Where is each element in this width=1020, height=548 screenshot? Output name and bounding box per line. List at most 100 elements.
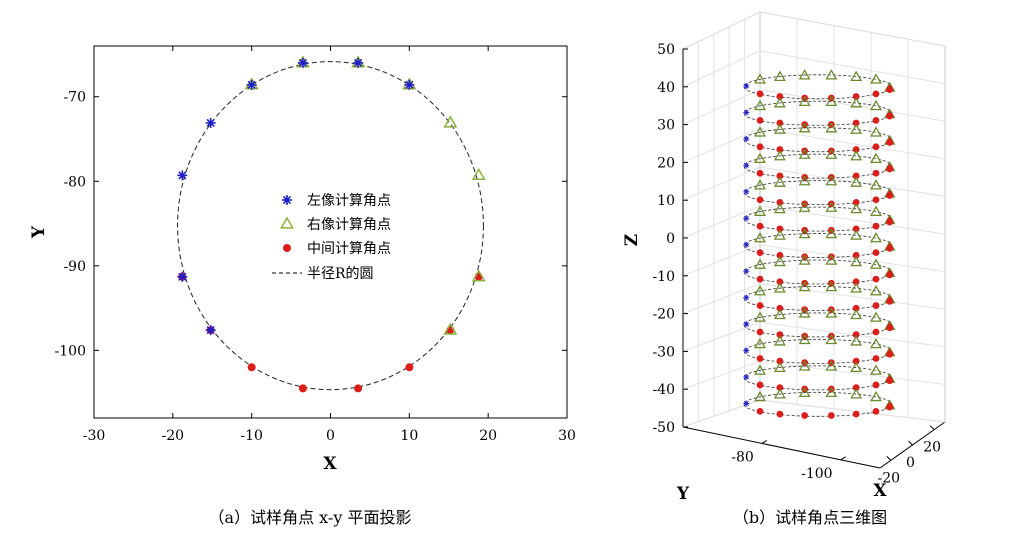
layer-point-dot (872, 408, 880, 415)
z-grid-line (682, 127, 761, 163)
layer-ring (743, 122, 896, 155)
layer-point-triangle (798, 95, 811, 106)
point-triangle (443, 322, 458, 335)
x-tick-label: 30 (558, 428, 576, 444)
z-grid-line-back (759, 283, 946, 310)
layer-point-triangle (870, 152, 882, 164)
layer-point-triangle (754, 337, 766, 349)
layer-point-triangle (754, 285, 766, 296)
layer-point-triangle (825, 254, 838, 265)
b-x-tick-label: 20 (923, 440, 941, 456)
layer-point-triangle (798, 69, 811, 80)
point-asterisk (353, 57, 364, 68)
layer-point-dot (756, 169, 764, 177)
layer-point-triangle (754, 258, 766, 269)
panel-b-caption: （b）试样角点三维图 (733, 508, 887, 527)
layer-point-triangle (754, 232, 766, 243)
panel-a-circle (177, 61, 484, 391)
layer-point-triangle (825, 148, 838, 159)
layer-point-triangle (773, 388, 786, 399)
layer-point-triangle (798, 148, 811, 159)
layer-point-dot (756, 328, 764, 336)
layer-point-dot (756, 196, 764, 204)
point-asterisk (246, 79, 257, 90)
layer-point-asterisk (743, 241, 750, 248)
layer-point-dot (886, 218, 894, 226)
layer-point-dot (872, 302, 880, 309)
z-grid-line-back (759, 360, 946, 385)
layer-point-triangle (825, 95, 838, 106)
layer-point-triangle (754, 311, 766, 322)
layer-point-dot (776, 357, 784, 365)
y-tick-label: -90 (63, 259, 86, 275)
panel-a-caption: （a）试样角点 x-y 平面投影 (209, 508, 412, 527)
legend-entry-middle: 中间计算角点 (283, 241, 391, 257)
layer-point-triangle (850, 97, 863, 108)
layer-point-triangle (798, 360, 811, 371)
layer-point-dot (872, 222, 880, 230)
z-grid-line (682, 360, 761, 390)
point-triangle (443, 115, 458, 128)
panel-b-3d-box (682, 11, 946, 469)
layer-point-asterisk (743, 188, 750, 195)
layer-point-dot (872, 169, 880, 177)
z-tick-label: -10 (652, 269, 675, 285)
layer-point-dot (852, 410, 860, 418)
z-grid-line-back (759, 166, 946, 197)
z-grid-line-back (759, 399, 946, 423)
layer-point-triangle (870, 311, 882, 322)
b-x-tick-mark (929, 425, 935, 431)
z-grid-line-back (759, 244, 946, 273)
layer-point-dot (776, 119, 784, 127)
z-tick-label: 20 (657, 155, 675, 171)
z-grid-line (682, 50, 761, 88)
layer-point-triangle (754, 99, 766, 111)
layer-point-triangle (825, 122, 838, 133)
layer-point-dot (886, 324, 894, 332)
layer-point-dot (852, 225, 860, 233)
point-triangle (471, 269, 486, 282)
legend-entry-right: 右像计算角点 (280, 216, 391, 233)
layer-point-triangle (850, 282, 863, 293)
z-tick-label: 10 (657, 193, 675, 209)
point-asterisk (404, 79, 415, 90)
layer-point-triangle (798, 307, 811, 318)
layer-point-triangle (773, 282, 786, 293)
legend-label-left: 左像计算角点 (307, 193, 391, 209)
legend-label-right: 右像计算角点 (307, 217, 391, 233)
layer-point-triangle (754, 126, 766, 137)
point-triangle (471, 167, 486, 181)
layer-point-triangle (825, 333, 838, 345)
layer-point-triangle (825, 280, 838, 292)
layer-point-triangle (850, 388, 863, 399)
layer-point-triangle (870, 99, 882, 111)
legend-label-middle: 中间计算角点 (307, 241, 391, 257)
layer-point-triangle (825, 227, 838, 239)
legend-asterisk-marker (282, 195, 292, 205)
z-grid-line-back (759, 205, 946, 235)
layer-ellipse (743, 206, 893, 232)
panel-a-xy-projection: -30 -20 -10 0 10 20 30-70-80-90-100 X Y 左像计算角点… (29, 45, 576, 527)
layer-point-dot (776, 304, 784, 312)
z-tick-label: -50 (652, 420, 675, 436)
layer-point-dot (886, 377, 894, 385)
z-tick-label: 0 (666, 231, 675, 247)
z-grid-line-back (759, 127, 946, 160)
layer-point-triangle (773, 308, 786, 320)
z-tick-label: -20 (652, 307, 675, 323)
layer-point-triangle (773, 335, 786, 346)
x-tick-label: 10 (400, 428, 418, 444)
z-tick-label: -30 (652, 344, 675, 360)
layer-ellipse (743, 100, 893, 126)
point-asterisk (177, 271, 188, 282)
legend-dot-marker (283, 244, 291, 252)
layer-point-dot (852, 357, 860, 365)
x-tick-label: 0 (326, 428, 335, 444)
legend-triangle (280, 216, 294, 229)
layer-point-triangle (773, 255, 786, 267)
layer-point-triangle (870, 73, 882, 84)
layer-point-triangle (825, 307, 838, 318)
x-tick-label: -20 (162, 428, 185, 444)
layer-ring (743, 227, 896, 261)
